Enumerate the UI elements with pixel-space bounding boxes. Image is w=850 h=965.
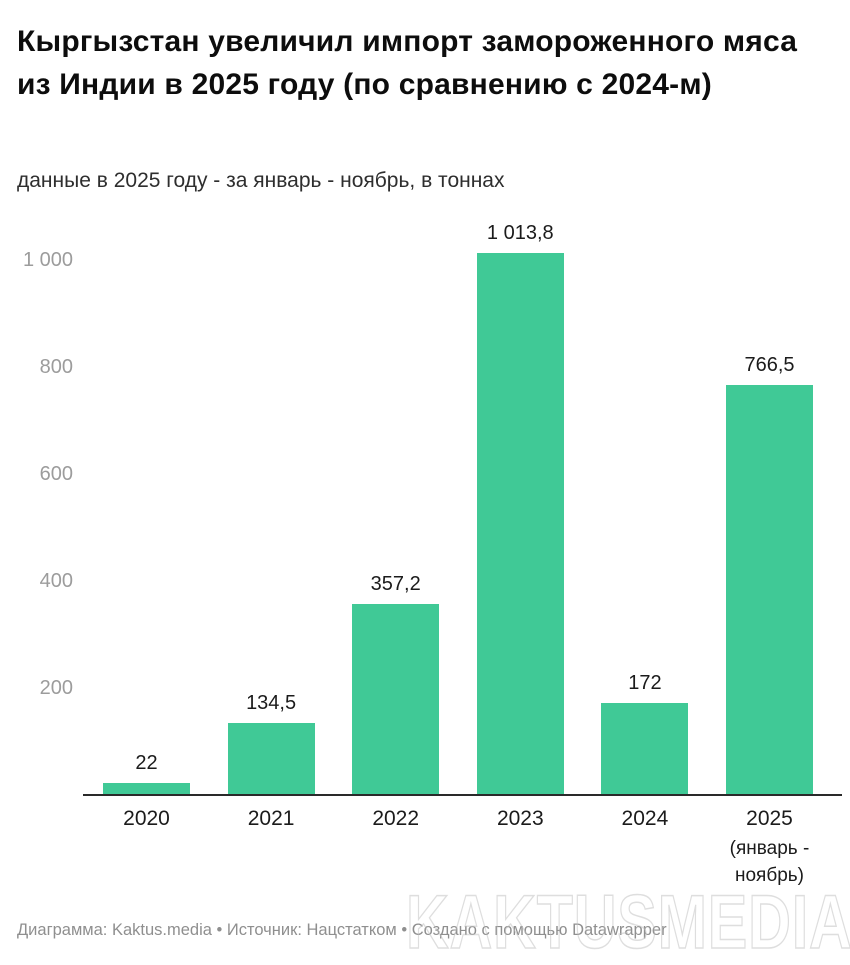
bar-value-label-2024: 172 [628,671,662,694]
x-axis-year-text: 2020 [123,807,170,830]
bar-value-label-2025: 766,5 [744,353,795,376]
x-axis-label-2022: 2022 [311,807,481,831]
bar-value-label-2023: 1 013,8 [486,221,554,244]
chart-title: Кыргызстан увеличил импорт замороженного… [17,25,798,101]
bar-2022 [352,603,440,795]
x-axis-year-text: 2023 [496,807,544,830]
x-axis-year-text: 2025 [746,807,793,830]
y-axis-tick-label: 800 [39,356,73,378]
x-axis-year-text: 2024 [621,807,669,830]
x-axis-label-2024: 2024 [560,807,730,831]
x-axis-year-text: 2021 [247,807,295,830]
bar-2023 [476,252,564,795]
x-axis-label-2021: 2021 [186,807,356,831]
bar-2025 [726,384,813,795]
x-axis-label-2023: 2023 [435,807,605,831]
x-axis-label-2020: 2020 [62,807,232,831]
bar-value-label-2022: 357,2 [370,572,421,595]
bar-value-label-2020: 22 [135,752,158,775]
x-axis-sublabel: (январь - ноябрь) [729,838,810,886]
bar-2020 [103,783,190,795]
chart-subtitle: данные в 2025 году - за январь - ноябрь,… [17,169,505,192]
x-axis-year-text: 2022 [372,807,420,830]
y-axis-tick-label: 1 000 [22,249,73,271]
y-axis-tick-label: 400 [39,570,73,592]
y-axis-tick-label: 600 [39,463,73,485]
plot-area: 200 400 600 800 1 000 22 2020 134,5 2021 357,2 202… [0,220,850,886]
x-axis-label-2025: 2025 (январь - ноябрь) [685,807,850,889]
bar-value-label-2021: 134,5 [246,692,297,715]
kaktusmedia-watermark: KAKTUSMEDIA [406,880,850,965]
footer-attribution: Диаграмма: Kaktus.media • Источник: Нацс… [17,921,667,939]
y-axis-tick-label: 200 [39,677,73,699]
bar-2021 [227,723,315,795]
bar-2024 [601,702,689,795]
x-axis-line [83,794,842,796]
